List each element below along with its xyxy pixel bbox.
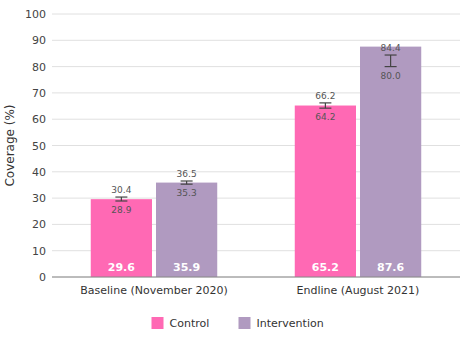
bar [91,199,152,277]
x-axis-line [52,277,460,278]
error-bar [181,181,193,184]
error-cap [115,196,127,197]
labels: 29.6 30.4 28.9 65.2 66.2 64.2 35.9 36.5 35.3 87.6… [108,43,405,274]
legend-swatch [152,317,164,329]
error-bar [319,103,331,108]
bar [360,47,421,277]
error-lower-label: 64.2 [315,112,335,122]
error-cap [319,108,331,109]
error-line [325,103,326,108]
value-label: 87.6 [377,261,404,274]
error-cap [181,180,193,181]
error-cap [319,102,331,103]
y-tick-label: 10 [32,245,46,258]
error-upper-label: 66.2 [315,91,335,101]
value-label: 35.9 [173,261,200,274]
x-tick-label: Baseline (November 2020) [80,284,227,297]
bar [156,183,217,277]
error-lower-label: 80.0 [381,71,401,81]
error-upper-label: 36.5 [177,169,197,179]
error-bar [385,55,397,67]
grid-line [52,277,460,278]
error-bar [115,197,127,201]
legend-label: Intervention [257,317,324,330]
legend: Control Intervention [152,317,324,330]
legend-swatch [239,317,251,329]
grid-line [52,14,460,15]
y-tick-label: 50 [32,140,46,153]
error-cap [385,54,397,55]
error-upper-label: 84.4 [381,43,401,53]
legend-label: Control [170,317,210,330]
y-tick-label: 20 [32,218,46,231]
y-axis-label: Coverage (%) [3,104,17,186]
y-tick-label: 100 [25,8,46,21]
error-cap [181,184,193,185]
y-tick-label: 90 [32,34,46,47]
value-label: 65.2 [312,261,339,274]
error-cap [115,200,127,201]
value-label: 29.6 [108,261,135,274]
bars [91,47,421,277]
chart: 0 10 20 30 40 50 60 70 80 90 100 Coverage (%) 29.6 30… [0,0,474,345]
y-tick-label: 30 [32,192,46,205]
error-lower-label: 35.3 [177,188,197,198]
x-tick-label: Endline (August 2021) [297,284,420,297]
grid [52,14,460,277]
y-tick-label: 80 [32,61,46,74]
error-cap [385,66,397,67]
error-upper-label: 30.4 [111,185,131,195]
y-tick-label: 0 [39,271,46,284]
error-line [390,55,391,67]
error-lower-label: 28.9 [111,205,131,215]
bar [295,106,356,277]
y-tick-label: 40 [32,166,46,179]
grid-line [52,40,460,41]
y-tick-label: 70 [32,87,46,100]
y-tick-label: 60 [32,113,46,126]
